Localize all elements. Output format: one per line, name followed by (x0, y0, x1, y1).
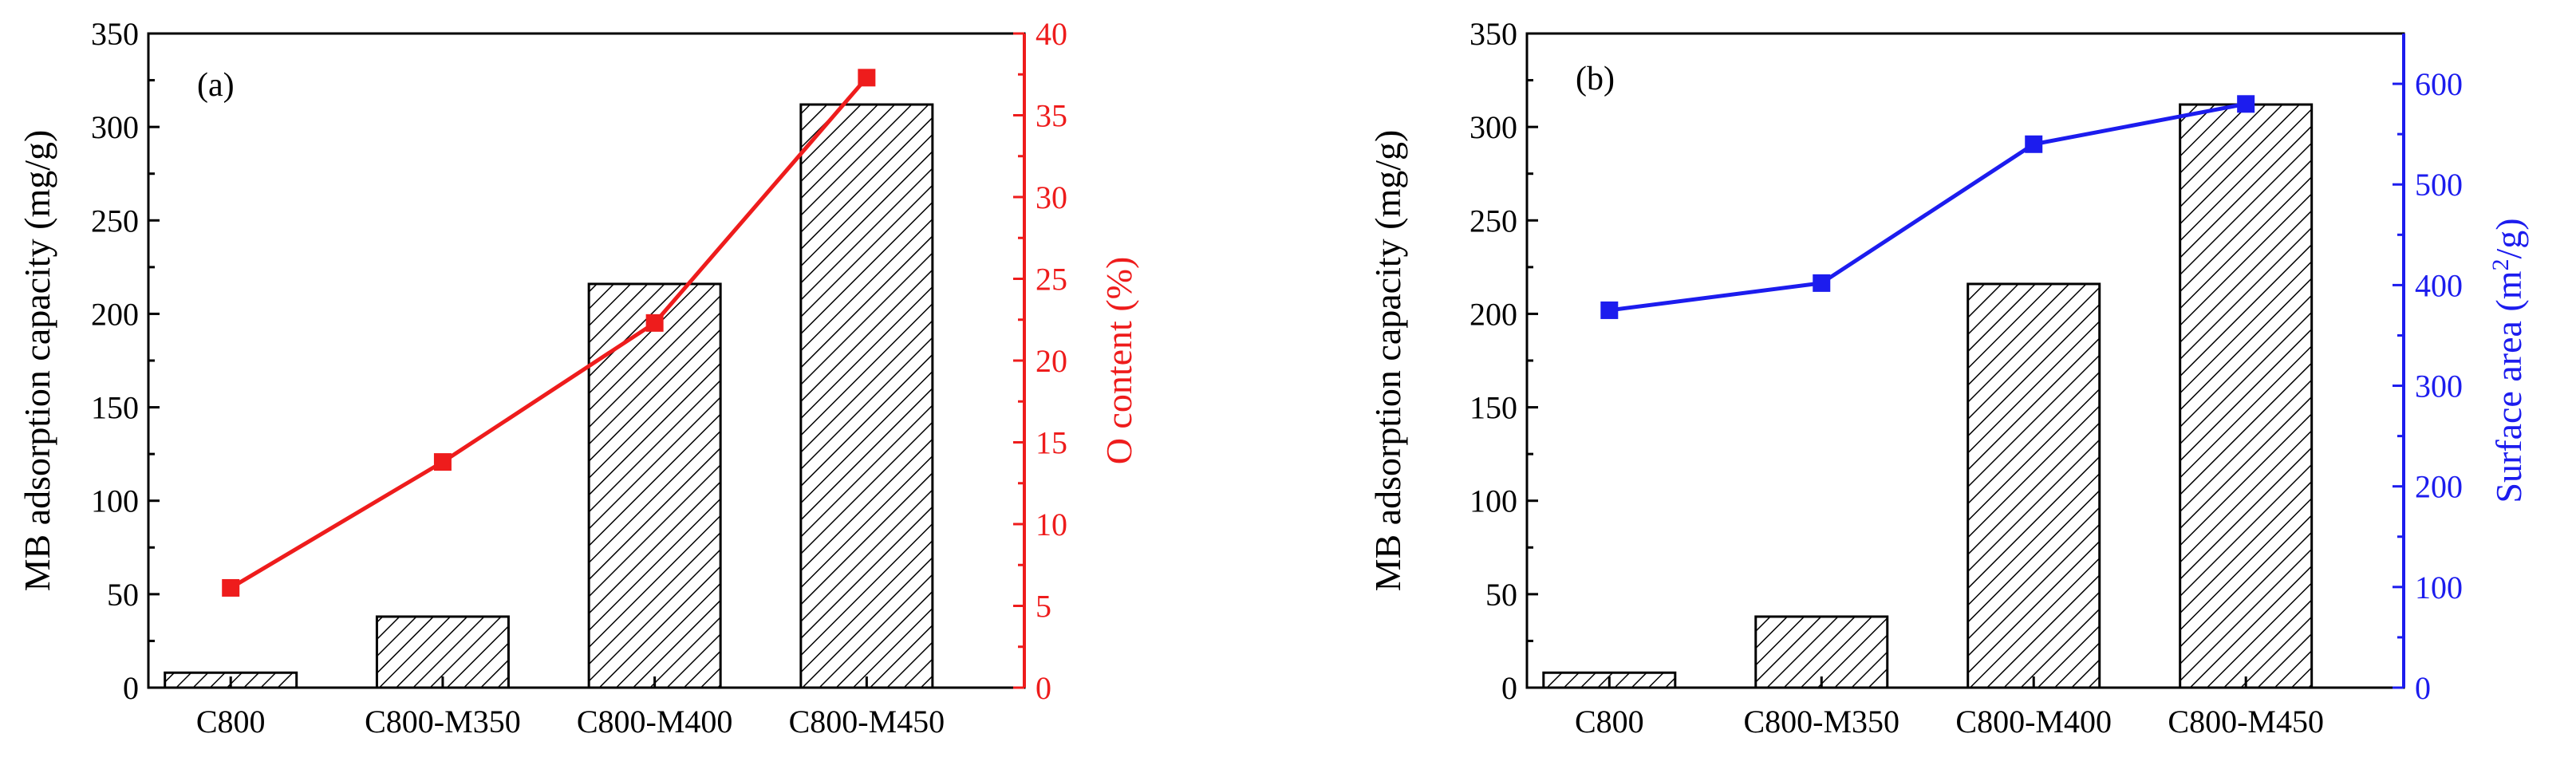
y-tick-label: 0 (1501, 670, 1517, 706)
x-tick-label: C800 (1575, 704, 1644, 739)
panel-label: (b) (1576, 61, 1615, 97)
series-marker (645, 314, 664, 332)
y2-tick-label: 500 (2415, 167, 2463, 203)
y-axis-title: MB adsorption capacity (mg/g) (1367, 130, 1408, 592)
x-tick-label: C800-M350 (365, 704, 521, 739)
y-tick-label: 350 (91, 16, 139, 52)
y2-tick-label: 5 (1036, 589, 1051, 625)
bar-c800-m400 (587, 282, 722, 689)
y2-axis-title: O content (%) (1099, 257, 1139, 465)
chart-panel-a: 0 50 100 150 200 250 300 350 0 5 10 15 20 25 30 35 40 C… (17, 16, 1139, 739)
y2-tick-label: 200 (2415, 469, 2463, 505)
series-marker (2237, 95, 2255, 113)
series-marker (2025, 135, 2043, 153)
y-tick-label: 100 (91, 483, 139, 519)
y-tick-label: 150 (1469, 390, 1517, 426)
y2-tick-label: 40 (1036, 16, 1067, 52)
y2-tick-label: 30 (1036, 179, 1067, 215)
bar-c800-m450 (2179, 103, 2314, 689)
x-tick-label: C800-M400 (577, 704, 733, 739)
panel-label: (a) (197, 67, 235, 104)
series-marker (222, 578, 240, 597)
x-tick-label: C800 (196, 704, 266, 739)
x-tick-label: C800-M350 (1743, 704, 1899, 739)
bar-c800-m400 (1967, 282, 2101, 689)
series-marker (433, 453, 452, 471)
y-tick-label: 300 (1469, 109, 1517, 145)
y-tick-label: 0 (123, 670, 139, 706)
y-tick-label: 50 (107, 577, 139, 613)
chart-panel-b: 0 50 100 150 200 250 300 350 0 100 200 300 400 500 60… (1367, 16, 2529, 739)
x-tick-label: C800-M450 (2168, 704, 2324, 739)
y2-tick-label: 35 (1036, 98, 1067, 134)
y2-axis-title-prefix: Surface area (m (2488, 270, 2529, 503)
y-tick-label: 200 (1469, 296, 1517, 332)
series-line (229, 76, 869, 590)
y-tick-label: 250 (1469, 203, 1517, 239)
y2-tick-label: 600 (2415, 66, 2463, 102)
y-tick-label: 150 (91, 390, 139, 426)
y2-tick-label: 0 (2415, 670, 2431, 706)
y2-axis-title-suffix: /g) (2488, 218, 2529, 258)
y-axis-title: MB adsorption capacity (mg/g) (17, 130, 57, 592)
y2-tick-label: 100 (2415, 570, 2463, 605)
y-tick-label: 50 (1485, 577, 1517, 613)
bar-c800-m450 (799, 103, 934, 689)
x-tick-label: C800-M450 (789, 704, 945, 739)
y-tick-label: 350 (1469, 16, 1517, 52)
y-tick-label: 300 (91, 109, 139, 145)
y2-tick-label: 400 (2415, 267, 2463, 303)
y-tick-label: 250 (91, 203, 139, 239)
series-line (1608, 101, 2247, 313)
y2-tick-label: 300 (2415, 369, 2463, 404)
y-tick-label: 100 (1469, 483, 1517, 519)
bar-c800-m350 (1754, 615, 1889, 689)
y-tick-label: 200 (91, 296, 139, 332)
series-marker (1813, 274, 1831, 292)
y2-tick-label: 20 (1036, 343, 1067, 379)
y2-axis-title-superscript: 2 (2487, 258, 2514, 270)
y2-tick-label: 0 (1036, 670, 1051, 706)
y2-tick-label: 25 (1036, 262, 1067, 298)
y2-axis-title: Surface area (m2/g) (2487, 218, 2529, 503)
y2-tick-label: 10 (1036, 507, 1067, 542)
bar-c800-m350 (375, 615, 510, 689)
x-tick-label: C800-M400 (1955, 704, 2112, 739)
series-marker (858, 69, 876, 87)
y2-tick-label: 15 (1036, 425, 1067, 461)
series-marker (1600, 301, 1619, 319)
